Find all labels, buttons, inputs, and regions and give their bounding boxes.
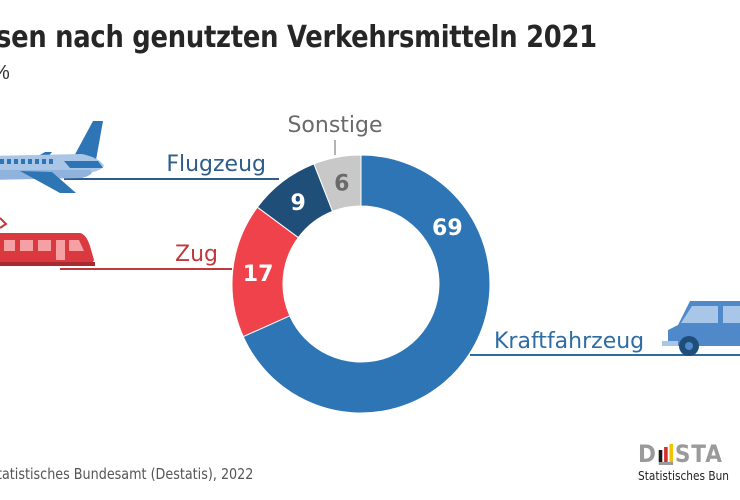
chart-title: sen nach genutzten Verkehrsmitteln 2021 bbox=[0, 20, 597, 55]
donut-slice-kraftfahrzeug bbox=[242, 154, 491, 414]
chart-subtitle-unit: % bbox=[0, 62, 10, 85]
destatis-logo: D STA Statistisches Bun bbox=[638, 440, 740, 483]
donut-value-labels: 69 17 9 6 bbox=[243, 171, 463, 286]
category-label-sonstige: Sonstige bbox=[287, 113, 382, 138]
category-label-flugzeug: Flugzeug bbox=[166, 152, 266, 177]
car-icon bbox=[662, 301, 740, 356]
logo-wordmark: D STA bbox=[638, 440, 731, 468]
donut-slice-sonstige bbox=[313, 154, 362, 213]
category-label-kraftfahrzeug: Kraftfahrzeug bbox=[494, 329, 644, 354]
value-label-zug: 17 bbox=[243, 262, 274, 287]
airplane-icon bbox=[0, 121, 104, 193]
logo-letters-sta: STA bbox=[674, 440, 723, 468]
logo-flag-bars bbox=[658, 442, 674, 465]
value-label-flugzeug: 9 bbox=[290, 191, 305, 216]
category-label-zug: Zug bbox=[175, 242, 218, 267]
donut-slices bbox=[231, 154, 491, 414]
source-note: tatistisches Bundesamt (Destatis), 2022 bbox=[0, 465, 254, 483]
value-label-sonstige: 6 bbox=[334, 171, 349, 196]
logo-subtitle: Statistisches Bun bbox=[638, 469, 729, 483]
train-icon bbox=[0, 217, 95, 266]
value-label-kraftfahrzeug: 69 bbox=[432, 216, 463, 241]
logo-letter-d: D bbox=[638, 440, 657, 468]
